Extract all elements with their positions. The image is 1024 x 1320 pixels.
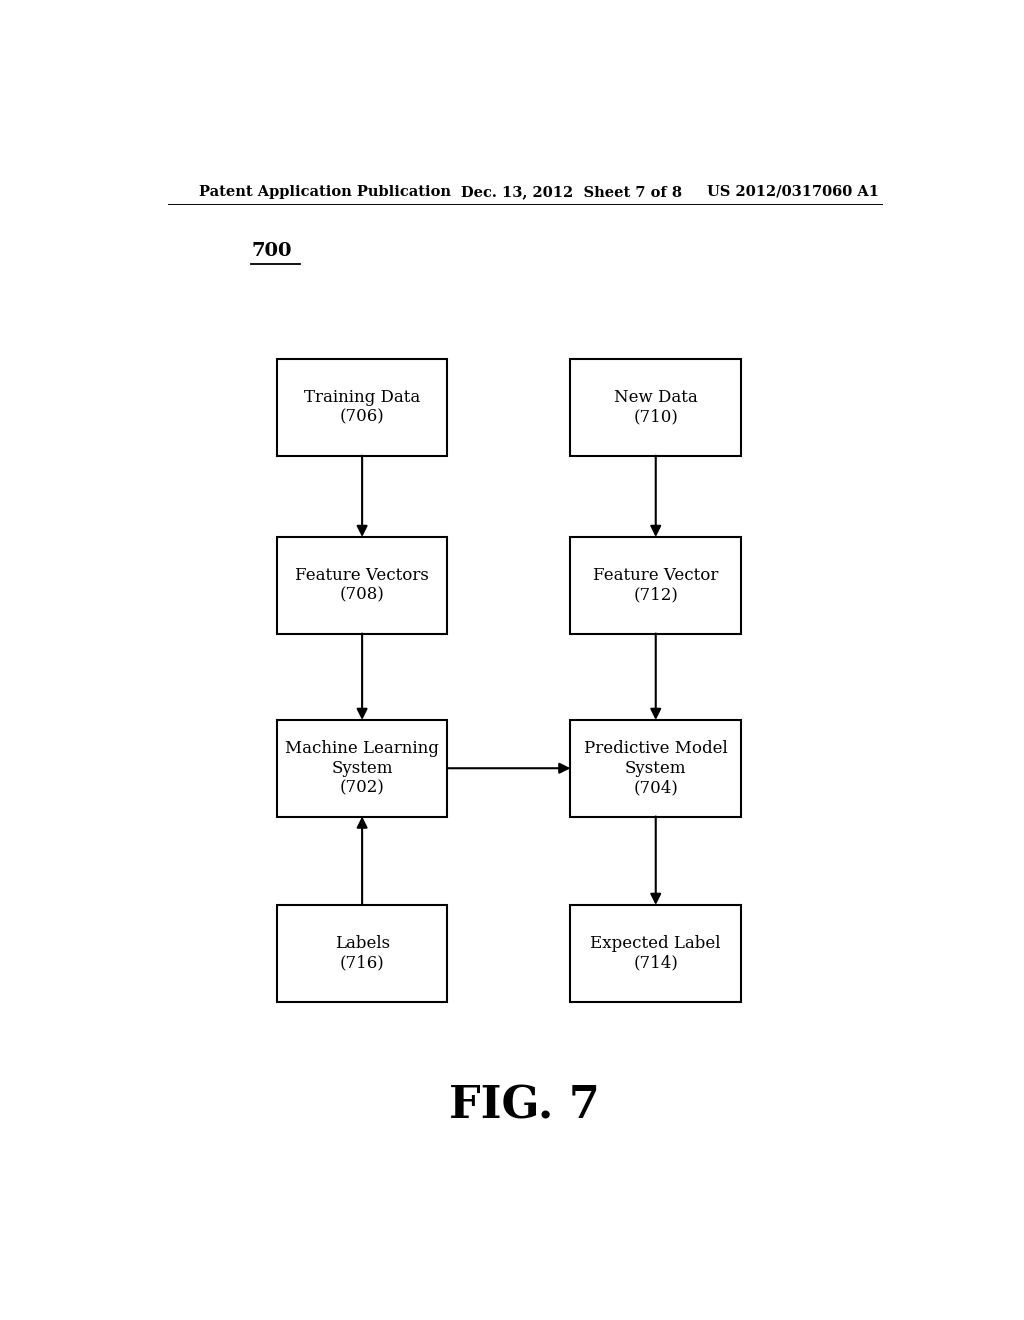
Text: Predictive Model
System
(704): Predictive Model System (704) bbox=[584, 741, 728, 796]
FancyBboxPatch shape bbox=[570, 906, 741, 1002]
FancyBboxPatch shape bbox=[570, 359, 741, 455]
Text: Patent Application Publication: Patent Application Publication bbox=[200, 185, 452, 199]
Text: FIG. 7: FIG. 7 bbox=[450, 1084, 600, 1127]
Text: Machine Learning
System
(702): Machine Learning System (702) bbox=[285, 741, 439, 796]
Text: US 2012/0317060 A1: US 2012/0317060 A1 bbox=[708, 185, 880, 199]
FancyBboxPatch shape bbox=[570, 537, 741, 634]
FancyBboxPatch shape bbox=[570, 719, 741, 817]
FancyBboxPatch shape bbox=[276, 906, 447, 1002]
Text: Dec. 13, 2012  Sheet 7 of 8: Dec. 13, 2012 Sheet 7 of 8 bbox=[461, 185, 682, 199]
Text: Feature Vectors
(708): Feature Vectors (708) bbox=[295, 568, 429, 603]
FancyBboxPatch shape bbox=[276, 537, 447, 634]
FancyBboxPatch shape bbox=[276, 719, 447, 817]
Text: Feature Vector
(712): Feature Vector (712) bbox=[593, 568, 719, 603]
Text: Labels
(716): Labels (716) bbox=[335, 935, 390, 972]
Text: Expected Label
(714): Expected Label (714) bbox=[591, 935, 721, 972]
Text: New Data
(710): New Data (710) bbox=[613, 389, 697, 426]
Text: Training Data
(706): Training Data (706) bbox=[304, 389, 420, 426]
FancyBboxPatch shape bbox=[276, 359, 447, 455]
Text: 700: 700 bbox=[251, 242, 292, 260]
